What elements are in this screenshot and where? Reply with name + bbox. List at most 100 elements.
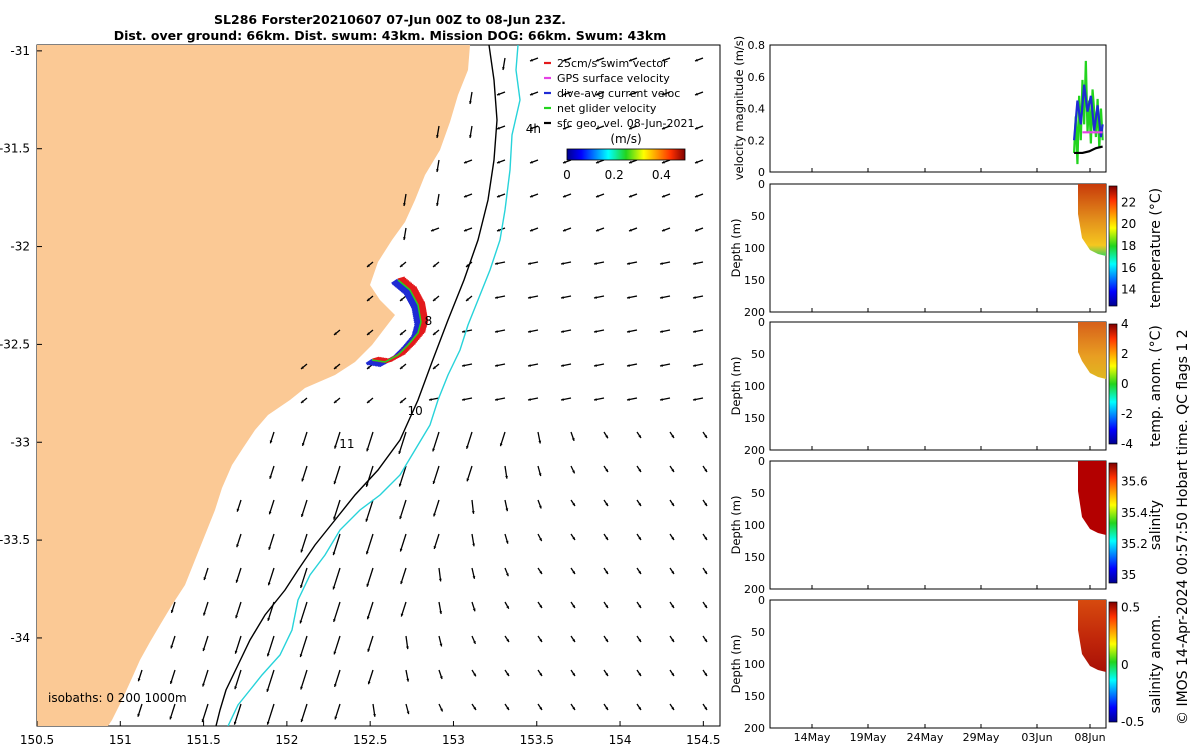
dive-avg-vector <box>412 309 420 317</box>
geo-velocity-arrowhead <box>596 126 599 130</box>
geo-velocity-arrow <box>300 567 308 589</box>
geo-velocity-arrowhead <box>269 475 273 479</box>
velocity-y-label: velocity magnitude (m/s) <box>732 36 746 181</box>
geo-velocity-arrowhead <box>495 296 498 299</box>
geo-velocity-arrowhead <box>466 445 469 449</box>
geo-velocity-arrowhead <box>436 135 439 138</box>
geo-velocity-arrowhead <box>399 548 403 552</box>
geo-velocity-arrow <box>333 669 341 688</box>
geo-velocity-arrow <box>432 465 440 485</box>
credit-text: © IMOS 14-Apr-2024 00:57:50 Hobart time.… <box>1175 329 1191 725</box>
geo-velocity-arrowhead <box>629 58 632 62</box>
swim-vector <box>419 309 427 315</box>
geo-velocity-arrowhead <box>464 160 467 164</box>
geo-velocity-arrowhead <box>406 678 410 682</box>
depth-y-tick-label: 200 <box>744 444 765 457</box>
dive-avg-vector <box>403 288 411 296</box>
geo-velocity-arrowhead <box>693 296 696 299</box>
geo-velocity-arrowhead <box>505 540 509 544</box>
geo-velocity-arrowhead <box>466 478 470 482</box>
geo-velocity-arrowhead <box>268 511 272 515</box>
isobath-note: isobaths: 0 200 1000m <box>48 691 187 705</box>
swim-vector <box>400 278 409 284</box>
geo-velocity-arrowhead <box>497 160 500 164</box>
geo-velocity-arrowhead <box>530 92 533 96</box>
geo-velocity-arrowhead <box>462 330 465 333</box>
geo-velocity-arrow <box>266 635 275 657</box>
geo-velocity-arrowhead <box>627 398 630 401</box>
geo-velocity-arrowhead <box>539 639 542 642</box>
geo-velocity-arrowhead <box>605 571 608 574</box>
geo-velocity-arrowhead <box>495 330 498 333</box>
dive-avg-vector <box>409 301 418 308</box>
map-colorbar-bar <box>566 148 686 161</box>
depth-colorbar-label: temp. anom. (°C) <box>1148 325 1164 447</box>
map-colorbar: (m/s) 0 0.2 0.4 <box>563 132 686 182</box>
geo-velocity-arrowhead <box>234 650 238 654</box>
geo-velocity-arrowhead <box>596 58 599 62</box>
time-x-tick-label: 03Jun <box>1021 731 1052 744</box>
geo-velocity-arrowhead <box>505 475 508 479</box>
geo-velocity-arrowhead <box>433 546 437 549</box>
depth-colorbar-tick-label: -4 <box>1121 437 1133 451</box>
geo-velocity-arrow <box>399 533 407 552</box>
dive-avg-vector <box>392 279 401 287</box>
geo-velocity-arrowhead <box>638 435 641 438</box>
depth-colorbar-tick-label: 22 <box>1121 195 1136 209</box>
geo-velocity-arrowhead <box>429 398 432 401</box>
geo-velocity-arrowhead <box>572 503 575 506</box>
geo-velocity-arrowhead <box>332 586 336 590</box>
geo-velocity-arrowhead <box>497 126 500 130</box>
geo-velocity-arrowhead <box>693 398 696 401</box>
depth-panel-frame <box>769 599 1107 729</box>
geo-velocity-arrowhead <box>506 707 509 710</box>
map-x-tick-label: 152 <box>275 733 298 747</box>
geo-velocity-arrowhead <box>563 228 566 232</box>
geo-velocity-arrowhead <box>704 707 707 710</box>
dive-avg-vector <box>408 299 417 307</box>
geo-velocity-arrowhead <box>695 92 698 96</box>
geo-velocity-arrowhead <box>561 398 564 401</box>
map-colorbar-tick-label: 0.4 <box>652 168 671 182</box>
geo-velocity-arrowhead <box>596 194 599 198</box>
swim-vector <box>419 311 428 317</box>
net-velocity-track <box>371 279 422 363</box>
swim-vector <box>418 305 427 311</box>
time-x-tick-label: 14May <box>794 731 831 744</box>
geo-velocity-arrowhead <box>202 648 206 652</box>
track-time-label: 10 <box>408 404 423 418</box>
geo-velocity-arrowhead <box>662 126 665 130</box>
geo-velocity-arrowhead <box>334 366 337 369</box>
geo-velocity-arrowhead <box>695 126 698 130</box>
depth-y-tick-label: 150 <box>744 690 765 703</box>
depth-colorbar <box>1108 462 1118 584</box>
geo-velocity-arrowhead <box>400 613 404 617</box>
geo-velocity-arrow <box>202 635 209 652</box>
time-x-tick-label: 19May <box>850 731 887 744</box>
geo-velocity-arrowhead <box>572 707 575 710</box>
swim-vector <box>411 290 420 296</box>
geo-velocity-arrowhead <box>629 160 632 164</box>
geo-velocity-arrow <box>366 601 374 620</box>
geo-velocity-arrowhead <box>299 620 303 624</box>
geo-velocity-arrowhead <box>403 237 406 240</box>
map-x-tick-label: 151.5 <box>186 733 220 747</box>
geo-velocity-arrowhead <box>605 673 608 676</box>
geo-velocity-arrowhead <box>268 546 272 550</box>
depth-y-tick-label: 100 <box>744 658 765 671</box>
geo-velocity-arrowhead <box>605 639 608 642</box>
geo-velocity-arrowhead <box>662 160 665 164</box>
legend-label: dive-avg current veloc <box>557 87 680 100</box>
geo-velocity-arrowhead <box>605 605 608 608</box>
depth-y-tick-label: 50 <box>751 348 765 361</box>
map-panel: 4h 8 10 11 150.5 151 151.5 152 152.5 153 153.5 154… <box>0 44 721 747</box>
depth-colorbar-tick-label: 2 <box>1121 347 1129 361</box>
depth-y-label: Depth (m) <box>729 219 743 278</box>
depth-colorbar-tick-label: 0 <box>1121 377 1129 391</box>
geo-velocity-arrowhead <box>571 437 575 441</box>
geo-velocity-arrowhead <box>594 296 597 299</box>
geo-velocity-arrowhead <box>403 203 406 206</box>
map-track-labels: 4h 8 10 11 <box>339 122 541 451</box>
geo-velocity-arrowhead <box>506 605 509 609</box>
depth-colorbar-tick-label: 0 <box>1121 658 1129 672</box>
